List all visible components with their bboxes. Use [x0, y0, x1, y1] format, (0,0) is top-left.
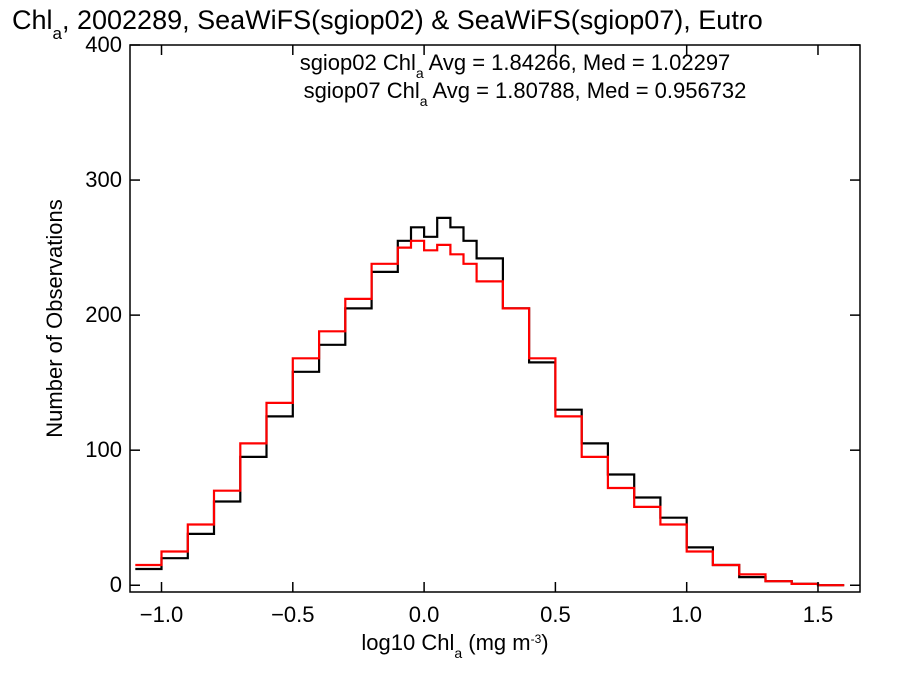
- x-tick-label: 1.5: [803, 602, 834, 627]
- series-line-sgiop07: [135, 239, 845, 587]
- y-tick-label: 0: [110, 572, 122, 597]
- series-lines: [135, 216, 845, 587]
- y-axis-label: Number of Observations: [42, 199, 67, 437]
- series-line-sgiop02: [135, 216, 845, 587]
- x-tick-label: −0.5: [271, 602, 314, 627]
- y-tick-label: 200: [85, 302, 122, 327]
- y-axis: 0 100 200 300 400: [85, 32, 860, 597]
- y-tick-label: 400: [85, 32, 122, 57]
- chart-title: Chla, 2002289, SeaWiFS(sgiop02) & SeaWiF…: [12, 5, 763, 43]
- x-tick-label: 0.0: [409, 602, 440, 627]
- x-tick-label: 1.0: [671, 602, 702, 627]
- y-tick-label: 300: [85, 167, 122, 192]
- sgiop02-stats: sgiop02 Chla Avg = 1.84266, Med = 1.0229…: [300, 50, 731, 81]
- x-axis-title: log10 Chla (mg m-3): [361, 630, 548, 661]
- annotations: sgiop02 Chla Avg = 1.84266, Med = 1.0229…: [300, 50, 747, 109]
- plot-frame: [129, 44, 861, 593]
- title: Chla, 2002289, SeaWiFS(sgiop02) & SeaWiF…: [12, 5, 763, 43]
- y-tick-label: 100: [85, 437, 122, 462]
- x-axis-label: log10 Chla (mg m-3): [361, 630, 548, 661]
- x-tick-label: 0.5: [540, 602, 571, 627]
- x-axis: −1.0 −0.5 0.0 0.5 1.0 1.5: [140, 45, 833, 627]
- sgiop07-stats: sgiop07 Chla Avg = 1.80788, Med = 0.9567…: [304, 78, 747, 109]
- x-tick-label: −1.0: [140, 602, 183, 627]
